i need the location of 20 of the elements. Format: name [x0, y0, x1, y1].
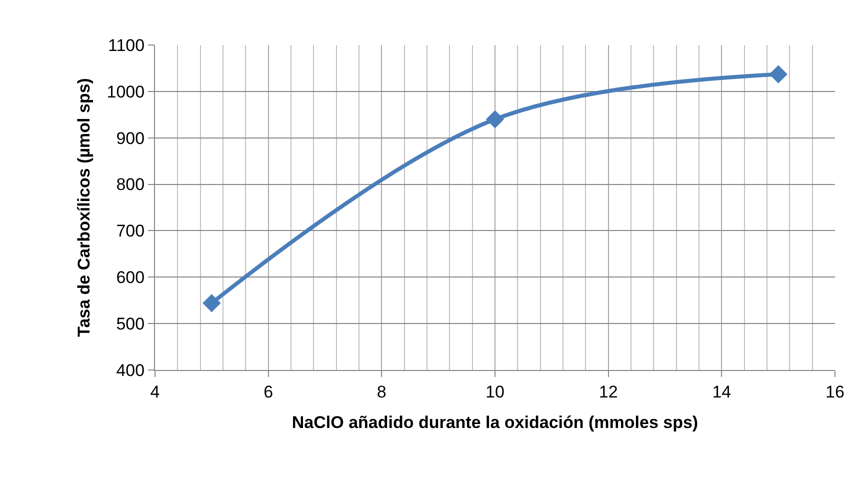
y-tick-label: 700: [116, 222, 145, 241]
x-tick-label: 4: [150, 382, 160, 402]
y-tick-label: 1100: [108, 36, 145, 55]
x-axis-title: NaClO añadido durante la oxidación (mmoles sps): [292, 412, 698, 432]
y-tick-label: 400: [116, 360, 145, 380]
y-tick-label: 800: [116, 175, 145, 194]
x-tick-label: 16: [826, 382, 844, 402]
y-tick-label: 900: [116, 128, 145, 148]
x-tick-label: 12: [598, 382, 618, 402]
x-tick-label: 8: [376, 382, 386, 402]
y-tick-label: 1000: [106, 82, 145, 102]
y-tick-label: 500: [116, 314, 145, 334]
y-tick-label: 600: [116, 268, 145, 288]
x-tick-label: 14: [712, 382, 732, 402]
point: [202, 294, 221, 312]
x-tick-label: 10: [486, 382, 504, 402]
point: [486, 110, 504, 128]
y-axis-title: Tasa de Carboxílicos (µmol sps): [74, 78, 94, 337]
x-tick-label: 6: [264, 382, 274, 402]
point: [769, 65, 788, 84]
